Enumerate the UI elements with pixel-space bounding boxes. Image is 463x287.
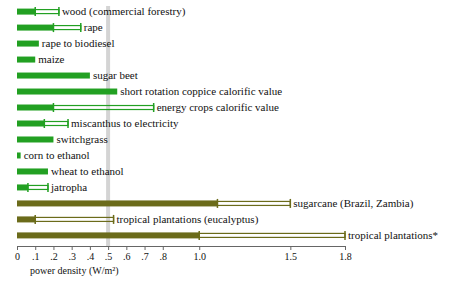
range-cap — [27, 183, 29, 192]
tick-mark — [17, 246, 18, 250]
tick: 1.8 — [339, 246, 352, 262]
range-bar — [53, 106, 153, 110]
bar — [17, 216, 35, 222]
range-cap — [34, 215, 36, 224]
range-cap — [80, 23, 82, 32]
bar — [17, 73, 90, 79]
tick-label: .2 — [50, 251, 58, 262]
category-label: short rotation coppice calorific value — [120, 85, 282, 97]
tick: .7 — [141, 246, 149, 262]
tick-label: 1.8 — [339, 251, 352, 262]
range-bar — [199, 233, 345, 237]
range-cap — [67, 119, 69, 128]
bar — [17, 89, 117, 95]
bar — [17, 57, 35, 63]
category-label: sugar beet — [93, 69, 138, 81]
bar — [17, 136, 53, 142]
range-bar — [28, 185, 48, 189]
bar — [17, 25, 53, 31]
tick-mark — [145, 246, 146, 250]
tick: 1.0 — [193, 246, 206, 262]
tick-label: .3 — [68, 251, 76, 262]
tick: .8 — [160, 246, 168, 262]
tick-mark — [345, 246, 346, 250]
category-label: rape — [84, 21, 103, 33]
category-label: energy crops calorific value — [157, 101, 279, 113]
tick-label: .7 — [141, 251, 149, 262]
range-cap — [198, 231, 200, 240]
category-label: jatropha — [50, 181, 87, 193]
range-cap — [34, 7, 36, 16]
range-cap — [344, 231, 346, 240]
category-label: rape to biodiesel — [42, 37, 115, 49]
bar — [17, 9, 35, 15]
range-cap — [53, 103, 55, 112]
tick-label: .8 — [160, 251, 168, 262]
range-bar — [35, 10, 59, 14]
range-cap — [47, 183, 49, 192]
x-axis: 0 .1 .2 .3 .4 .5 .6 .7 .8 1.0 1.5 1.8 — [15, 246, 352, 262]
bar — [17, 184, 28, 190]
bar — [17, 168, 48, 174]
bar — [17, 232, 199, 238]
tick: .6 — [123, 246, 131, 262]
range-cap — [290, 199, 292, 208]
tick-mark — [90, 246, 91, 250]
tick-mark — [53, 246, 54, 250]
tick: 1.5 — [285, 246, 298, 262]
tick-mark — [108, 246, 109, 250]
tick-mark — [163, 246, 164, 250]
tick: 0 — [15, 246, 20, 262]
tick-label: .6 — [123, 251, 131, 262]
tick: .2 — [50, 246, 58, 262]
range-bar — [35, 217, 113, 221]
bar — [17, 41, 39, 47]
tick: .5 — [105, 246, 113, 262]
bar — [17, 152, 21, 158]
tick-mark — [35, 246, 36, 250]
tick: .4 — [87, 246, 95, 262]
category-label: maize — [38, 53, 64, 65]
range-cap — [153, 103, 155, 112]
category-label: miscanthus to electricity — [71, 117, 179, 129]
range-cap — [44, 119, 46, 128]
range-bar — [53, 26, 80, 30]
x-axis-title: power density (W/m²) — [30, 265, 119, 277]
bar — [17, 200, 217, 206]
category-label: wheat to ethanol — [51, 165, 124, 177]
bar — [17, 121, 44, 127]
tick-mark — [199, 246, 200, 250]
tick-label: 0 — [15, 251, 20, 262]
tick-label: 1.5 — [285, 251, 298, 262]
tick: .3 — [68, 246, 76, 262]
chart: wood (commercial forestry) rape rape to bi… — [0, 0, 463, 287]
tick: .1 — [32, 246, 40, 262]
bar — [17, 105, 53, 111]
category-label: wood (commercial forestry) — [62, 5, 186, 18]
tick-label: 1.0 — [193, 251, 206, 262]
category-label: tropical plantations (eucalyptus) — [117, 213, 259, 226]
tick-label: .1 — [32, 251, 40, 262]
tick-label: .4 — [87, 251, 95, 262]
range-cap — [217, 199, 219, 208]
tick-mark — [290, 246, 291, 250]
tick-mark — [126, 246, 127, 250]
range-cap — [113, 215, 115, 224]
range-cap — [53, 23, 55, 32]
range-bar — [44, 122, 68, 126]
tick-mark — [72, 246, 73, 250]
axis-line — [18, 246, 346, 247]
category-label: switchgrass — [56, 133, 107, 145]
range-bar — [217, 201, 290, 205]
category-label: corn to ethanol — [24, 149, 90, 161]
category-label: sugarcane (Brazil, Zambia) — [293, 197, 413, 210]
range-cap — [58, 7, 60, 16]
category-label: tropical plantations* — [348, 229, 438, 241]
tick-label: .5 — [105, 251, 113, 262]
